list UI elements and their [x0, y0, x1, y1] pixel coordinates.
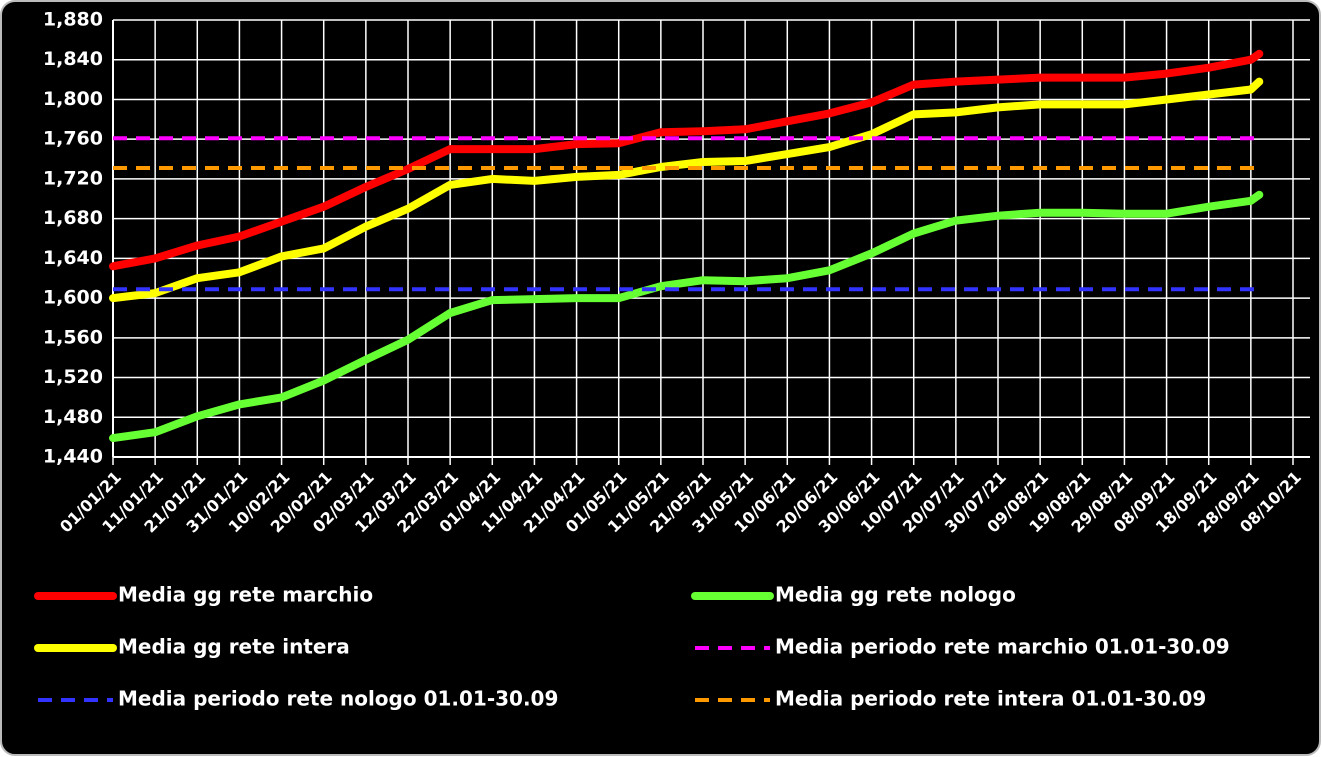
- y-tick-label: 1,840: [43, 48, 103, 70]
- y-tick-label: 1,480: [43, 406, 103, 428]
- y-tick-label: 1,560: [43, 326, 103, 348]
- y-tick-label: 1,520: [43, 366, 103, 388]
- y-tick-label: 1,720: [43, 167, 103, 189]
- series-line: [109, 190, 1264, 443]
- y-tick-label: 1,800: [43, 88, 103, 110]
- legend-label: Media gg rete intera: [118, 635, 350, 659]
- y-tick-label: 1,880: [43, 9, 103, 31]
- legend-label: Media gg rete marchio: [118, 583, 373, 607]
- y-tick-label: 1,640: [43, 247, 103, 269]
- legend-label: Media periodo rete intera 01.01-30.09: [775, 687, 1206, 711]
- y-tick-label: 1,760: [43, 128, 103, 150]
- legend-label: Media periodo rete nologo 01.01-30.09: [118, 687, 558, 711]
- series-line: [109, 77, 1264, 303]
- y-tick-label: 1,600: [43, 287, 103, 309]
- legend-label: Media gg rete nologo: [775, 583, 1016, 607]
- series-line: [109, 49, 1264, 271]
- y-tick-label: 1,440: [43, 446, 103, 468]
- legend-label: Media periodo rete marchio 01.01-30.09: [775, 635, 1230, 659]
- y-tick-label: 1,680: [43, 207, 103, 229]
